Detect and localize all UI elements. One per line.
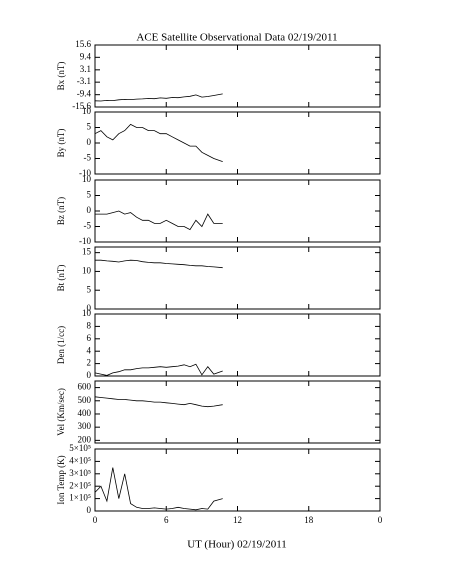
- y-tick-label: 0: [87, 205, 92, 215]
- y-tick-label: 10: [82, 174, 92, 184]
- x-tick-label: 6: [164, 515, 169, 525]
- y-axis-label: Bt (nT): [56, 265, 66, 292]
- panel-frame: [94, 380, 381, 444]
- y-tick-label: 5: [87, 122, 92, 132]
- y-tick-label: 1×10⁵: [69, 493, 91, 503]
- x-tick-label: 12: [233, 515, 242, 525]
- y-axis-label: Ion Temp (K): [56, 455, 66, 504]
- data-line: [94, 396, 223, 408]
- y-axis-label: Den (1/cc): [56, 326, 66, 364]
- y-tick-label: 600: [78, 382, 92, 392]
- y-tick-label: 2: [87, 358, 92, 368]
- panel-frame: [94, 246, 381, 310]
- y-tick-label: 0: [87, 303, 92, 313]
- data-line: [94, 363, 223, 376]
- chart-title: ACE Satellite Observational Data 02/19/2…: [136, 32, 337, 44]
- y-axis-label: Bz (nT): [56, 197, 66, 225]
- x-tick-label: 18: [304, 515, 314, 525]
- y-axis-label: Vel (Km/sec): [56, 388, 66, 436]
- y-tick-label: 6: [87, 333, 92, 343]
- y-tick-label: 0: [87, 137, 92, 147]
- y-tick-label: 0: [87, 505, 92, 515]
- y-tick-label: 10: [82, 106, 92, 116]
- y-tick-label: 200: [78, 434, 92, 444]
- x-tick-label: 0: [378, 515, 383, 525]
- y-tick-label: 3×10⁵: [69, 468, 91, 478]
- x-axis-label: UT (Hour) 02/19/2011: [187, 539, 287, 551]
- y-tick-label: 8: [87, 320, 92, 330]
- panel-frame: [94, 448, 381, 512]
- panel-frame: [94, 179, 381, 243]
- y-tick-label: 400: [78, 408, 92, 418]
- data-line: [95, 259, 223, 269]
- y-tick-label: -5: [84, 221, 92, 231]
- data-line: [94, 467, 223, 511]
- y-tick-label: -15.6: [72, 101, 91, 111]
- y-tick-label: 300: [78, 421, 92, 431]
- y-tick-label: 3.1: [80, 64, 91, 74]
- y-tick-label: 15: [82, 247, 92, 257]
- x-tick-label: 0: [93, 515, 98, 525]
- y-tick-label: 5: [87, 190, 92, 200]
- panel-frame: [94, 313, 381, 377]
- y-tick-label: -9.4: [77, 89, 92, 99]
- y-tick-label: 5×10⁵: [69, 443, 91, 453]
- y-tick-label: 4: [87, 345, 92, 355]
- y-tick-label: -3.1: [77, 76, 91, 86]
- panel-frame: [94, 44, 381, 108]
- y-tick-label: -10: [79, 168, 91, 178]
- y-axis-label: Bx (nT): [56, 62, 66, 91]
- y-tick-label: -10: [79, 236, 91, 246]
- panel-frame: [94, 111, 381, 175]
- y-tick-label: 500: [78, 395, 92, 405]
- y-tick-label: 2×10⁵: [69, 480, 91, 490]
- y-tick-label: 9.4: [80, 51, 92, 61]
- y-tick-label: 10: [82, 265, 92, 275]
- y-tick-label: -5: [84, 153, 92, 163]
- y-tick-label: 4×10⁵: [69, 455, 91, 465]
- data-line: [94, 93, 223, 102]
- data-line: [94, 123, 223, 162]
- data-line: [95, 210, 223, 231]
- y-tick-label: 5: [87, 284, 92, 294]
- y-axis-label: By (nT): [56, 129, 66, 158]
- y-tick-label: 10: [82, 308, 92, 318]
- y-tick-label: 15.6: [75, 39, 91, 49]
- y-tick-label: 0: [87, 370, 92, 380]
